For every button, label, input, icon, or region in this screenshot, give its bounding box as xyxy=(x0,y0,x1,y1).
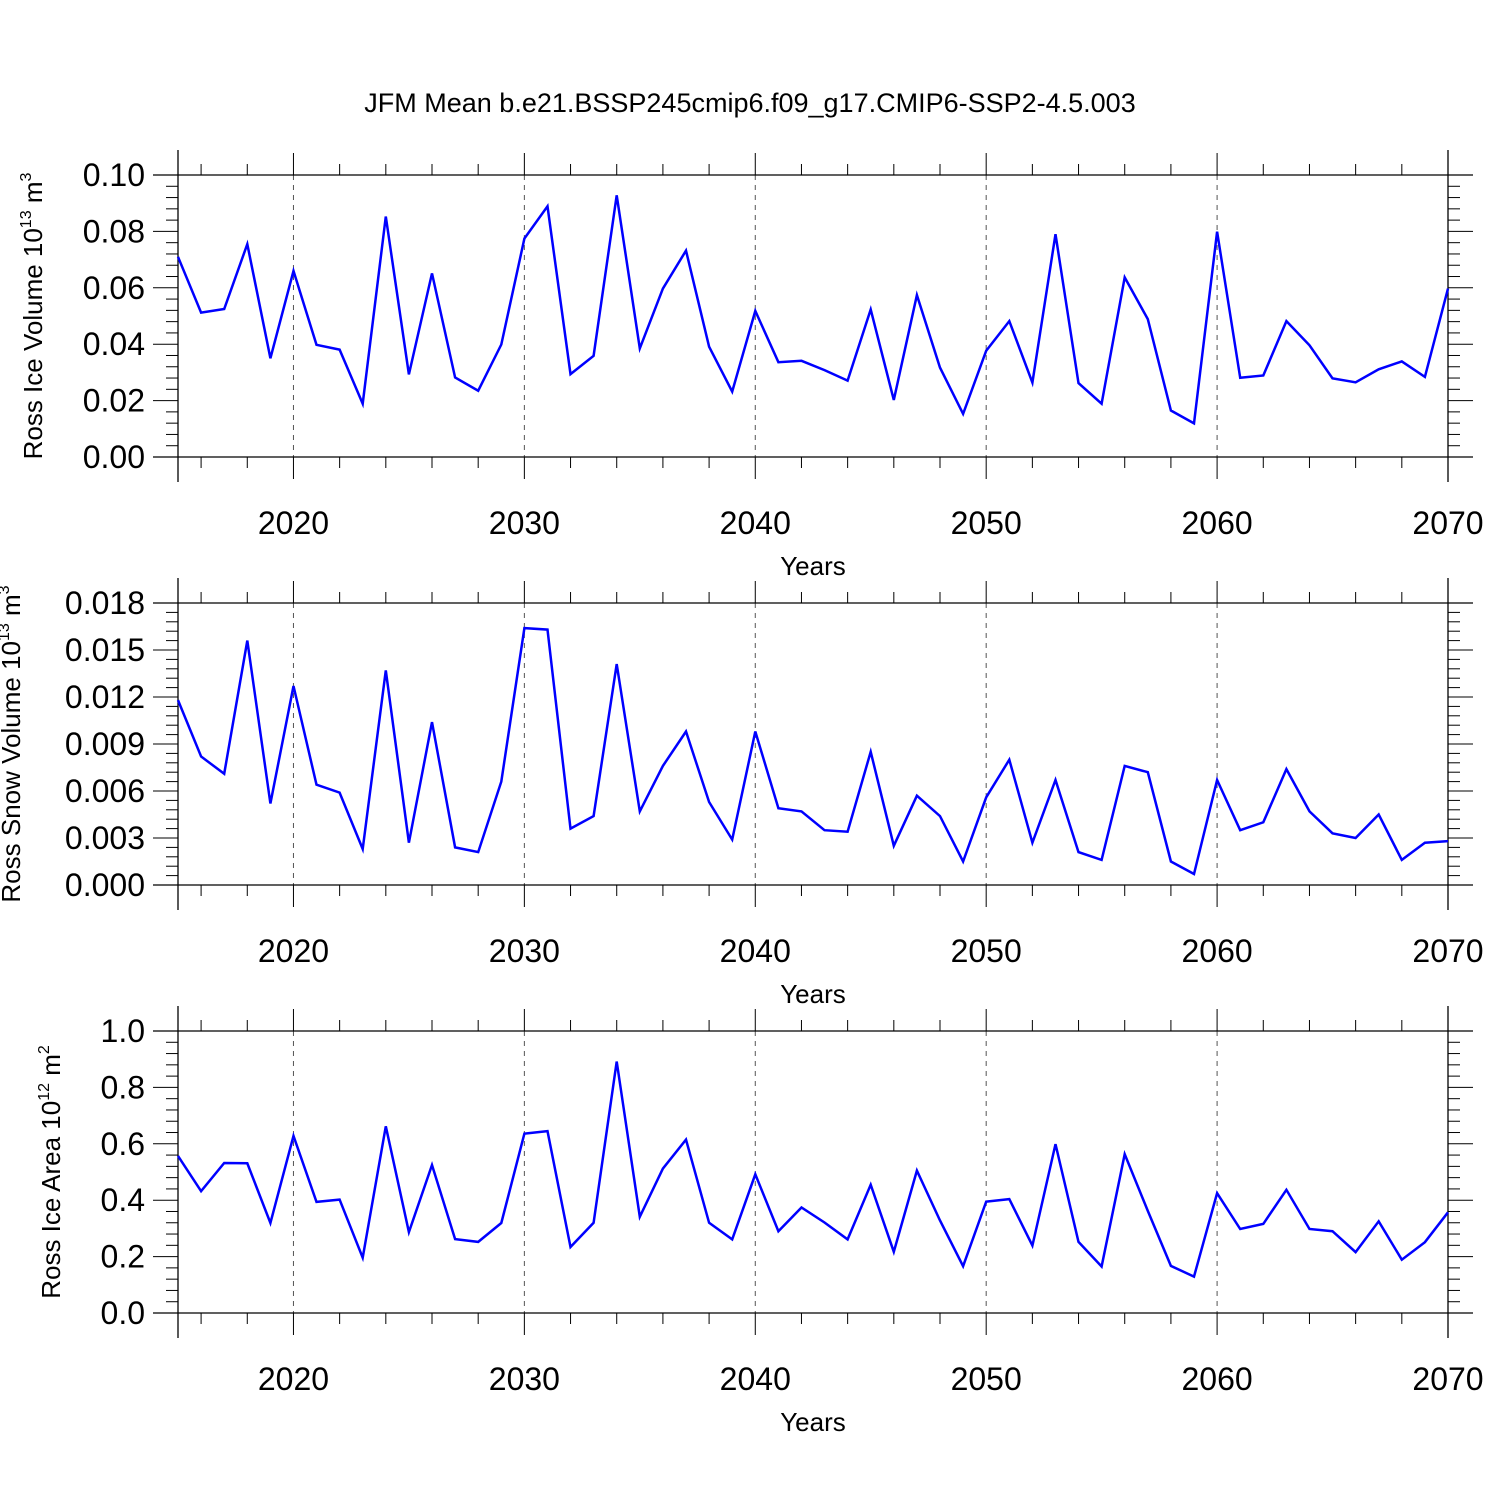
y-axis-label-part: m xyxy=(36,1054,66,1083)
y-tick-label: 0.018 xyxy=(65,585,145,621)
y-axis-label-part: m xyxy=(0,594,26,623)
y-axis-label-superscript: 3 xyxy=(18,172,35,181)
y-tick-label: 0.000 xyxy=(65,867,145,903)
y-tick-label: 0.015 xyxy=(65,632,145,668)
y-axis-label-superscript: 2 xyxy=(36,1045,53,1054)
y-tick-label: 0.6 xyxy=(101,1126,145,1162)
y-tick-label: 0.006 xyxy=(65,773,145,809)
x-tick-label: 2020 xyxy=(258,505,329,541)
x-axis-label: Years xyxy=(780,1407,846,1437)
y-tick-label: 0.2 xyxy=(101,1239,145,1275)
y-tick-label: 0.012 xyxy=(65,679,145,715)
x-tick-label: 2050 xyxy=(951,933,1022,969)
y-axis-label: Ross Snow Volume 1013 m3 xyxy=(0,585,26,902)
y-tick-label: 0.003 xyxy=(65,820,145,856)
x-tick-label: 2040 xyxy=(720,933,791,969)
y-tick-label: 0.8 xyxy=(101,1069,145,1105)
y-tick-label: 0.0 xyxy=(101,1295,145,1331)
x-tick-label: 2050 xyxy=(951,1361,1022,1397)
series-line xyxy=(176,626,1449,876)
x-tick-label: 2020 xyxy=(258,933,329,969)
y-axis-label: Ross Ice Volume 1013 m3 xyxy=(18,172,48,459)
x-tick-label: 2060 xyxy=(1181,1361,1252,1397)
chart-title: JFM Mean b.e21.BSSP245cmip6.f09_g17.CMIP… xyxy=(364,88,1135,118)
y-tick-label: 0.06 xyxy=(83,270,145,306)
y-axis-label-part: Ross Ice Volume 10 xyxy=(18,228,48,459)
y-axis-label: Ross Ice Area 1012 m2 xyxy=(36,1045,66,1299)
x-tick-label: 2060 xyxy=(1181,505,1252,541)
y-axis-label-superscript: 3 xyxy=(0,585,13,594)
x-tick-label: 2050 xyxy=(951,505,1022,541)
x-tick-label: 2040 xyxy=(720,1361,791,1397)
y-axis-label-superscript: 12 xyxy=(36,1083,53,1101)
y-tick-label: 0.08 xyxy=(83,213,145,249)
panel-3: 0.0 0.2 0.4 0.6 0.8 1.0 2020 2030 2040 2050 2060 20… xyxy=(36,1006,1484,1437)
series-line xyxy=(176,195,1450,426)
y-tick-label: 0.10 xyxy=(83,157,145,193)
y-tick-label: 0.4 xyxy=(101,1182,145,1218)
y-tick-label: 0.009 xyxy=(65,726,145,762)
y-tick-label: 0.02 xyxy=(83,383,145,419)
x-tick-label: 2020 xyxy=(258,1361,329,1397)
x-tick-label: 2060 xyxy=(1181,933,1252,969)
x-tick-label: 2070 xyxy=(1412,505,1483,541)
x-tick-label: 2070 xyxy=(1412,933,1483,969)
y-axis-label-part: Ross Snow Volume 10 xyxy=(0,641,26,903)
x-tick-label: 2040 xyxy=(720,505,791,541)
y-axis-label-part: m xyxy=(18,181,48,210)
x-tick-label: 2070 xyxy=(1412,1361,1483,1397)
y-axis-label-superscript: 13 xyxy=(0,623,13,641)
y-tick-label: 0.04 xyxy=(83,326,145,362)
x-tick-label: 2030 xyxy=(489,1361,560,1397)
x-tick-label: 2030 xyxy=(489,933,560,969)
y-tick-label: 0.00 xyxy=(83,439,145,475)
x-axis-label: Years xyxy=(780,979,846,1009)
y-axis-label-superscript: 13 xyxy=(18,210,35,228)
x-tick-label: 2030 xyxy=(489,505,560,541)
y-axis-label-part: Ross Ice Area 10 xyxy=(36,1101,66,1299)
panel-1: 0.00 0.02 0.04 0.06 0.08 0.10 2020 2030 2040 2050… xyxy=(18,150,1484,581)
x-axis-label: Years xyxy=(780,551,846,581)
y-tick-label: 1.0 xyxy=(101,1013,145,1049)
series-line xyxy=(176,1061,1449,1279)
panel-2: 0.000 0.003 0.006 0.009 0.012 0.015 0.018 2020 2… xyxy=(0,578,1484,1009)
